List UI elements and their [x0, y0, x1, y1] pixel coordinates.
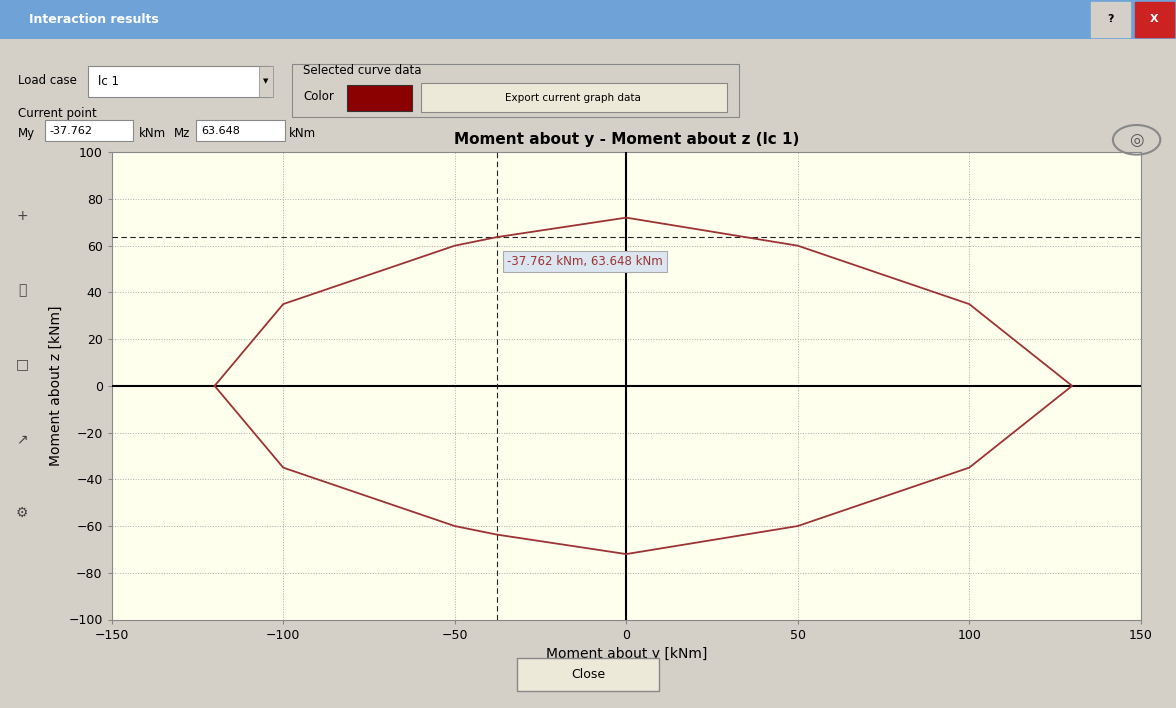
Text: Color: Color [303, 91, 334, 103]
Text: Close: Close [570, 668, 606, 681]
Text: Mz: Mz [174, 127, 191, 140]
Text: -37.762: -37.762 [49, 126, 93, 136]
Bar [517, 658, 659, 691]
Text: kNm: kNm [139, 127, 166, 140]
Text: ◎: ◎ [1129, 131, 1144, 149]
Bar [421, 83, 727, 113]
Bar [88, 66, 270, 97]
Bar [45, 120, 133, 141]
Bar [1135, 2, 1174, 37]
Text: ?: ? [1107, 14, 1114, 25]
Text: ⌕: ⌕ [18, 283, 27, 297]
Text: lc 1: lc 1 [98, 75, 119, 88]
Text: X: X [1149, 14, 1158, 25]
Text: 63.648: 63.648 [201, 126, 240, 136]
Text: Current point: Current point [18, 107, 96, 120]
Text: Load case: Load case [18, 74, 76, 87]
Bar [196, 120, 285, 141]
Text: ▼: ▼ [263, 79, 268, 84]
Text: Export current graph data: Export current graph data [505, 93, 641, 103]
Bar [292, 64, 739, 117]
Text: Interaction results: Interaction results [29, 13, 159, 26]
Bar [1091, 2, 1130, 37]
Y-axis label: Moment about z [kNm]: Moment about z [kNm] [48, 306, 62, 466]
X-axis label: Moment about y [kNm]: Moment about y [kNm] [546, 647, 707, 661]
Text: kNm: kNm [289, 127, 316, 140]
Bar [259, 66, 273, 97]
Text: □: □ [15, 358, 29, 372]
Bar [347, 85, 412, 110]
Text: -37.762 kNm, 63.648 kNm: -37.762 kNm, 63.648 kNm [507, 255, 663, 268]
Text: ↗: ↗ [16, 432, 28, 446]
Title: Moment about y - Moment about z (lc 1): Moment about y - Moment about z (lc 1) [454, 132, 799, 147]
Text: +: + [16, 209, 28, 223]
Text: My: My [18, 127, 35, 140]
Text: Selected curve data: Selected curve data [303, 64, 422, 77]
Text: ⚙: ⚙ [16, 506, 28, 520]
